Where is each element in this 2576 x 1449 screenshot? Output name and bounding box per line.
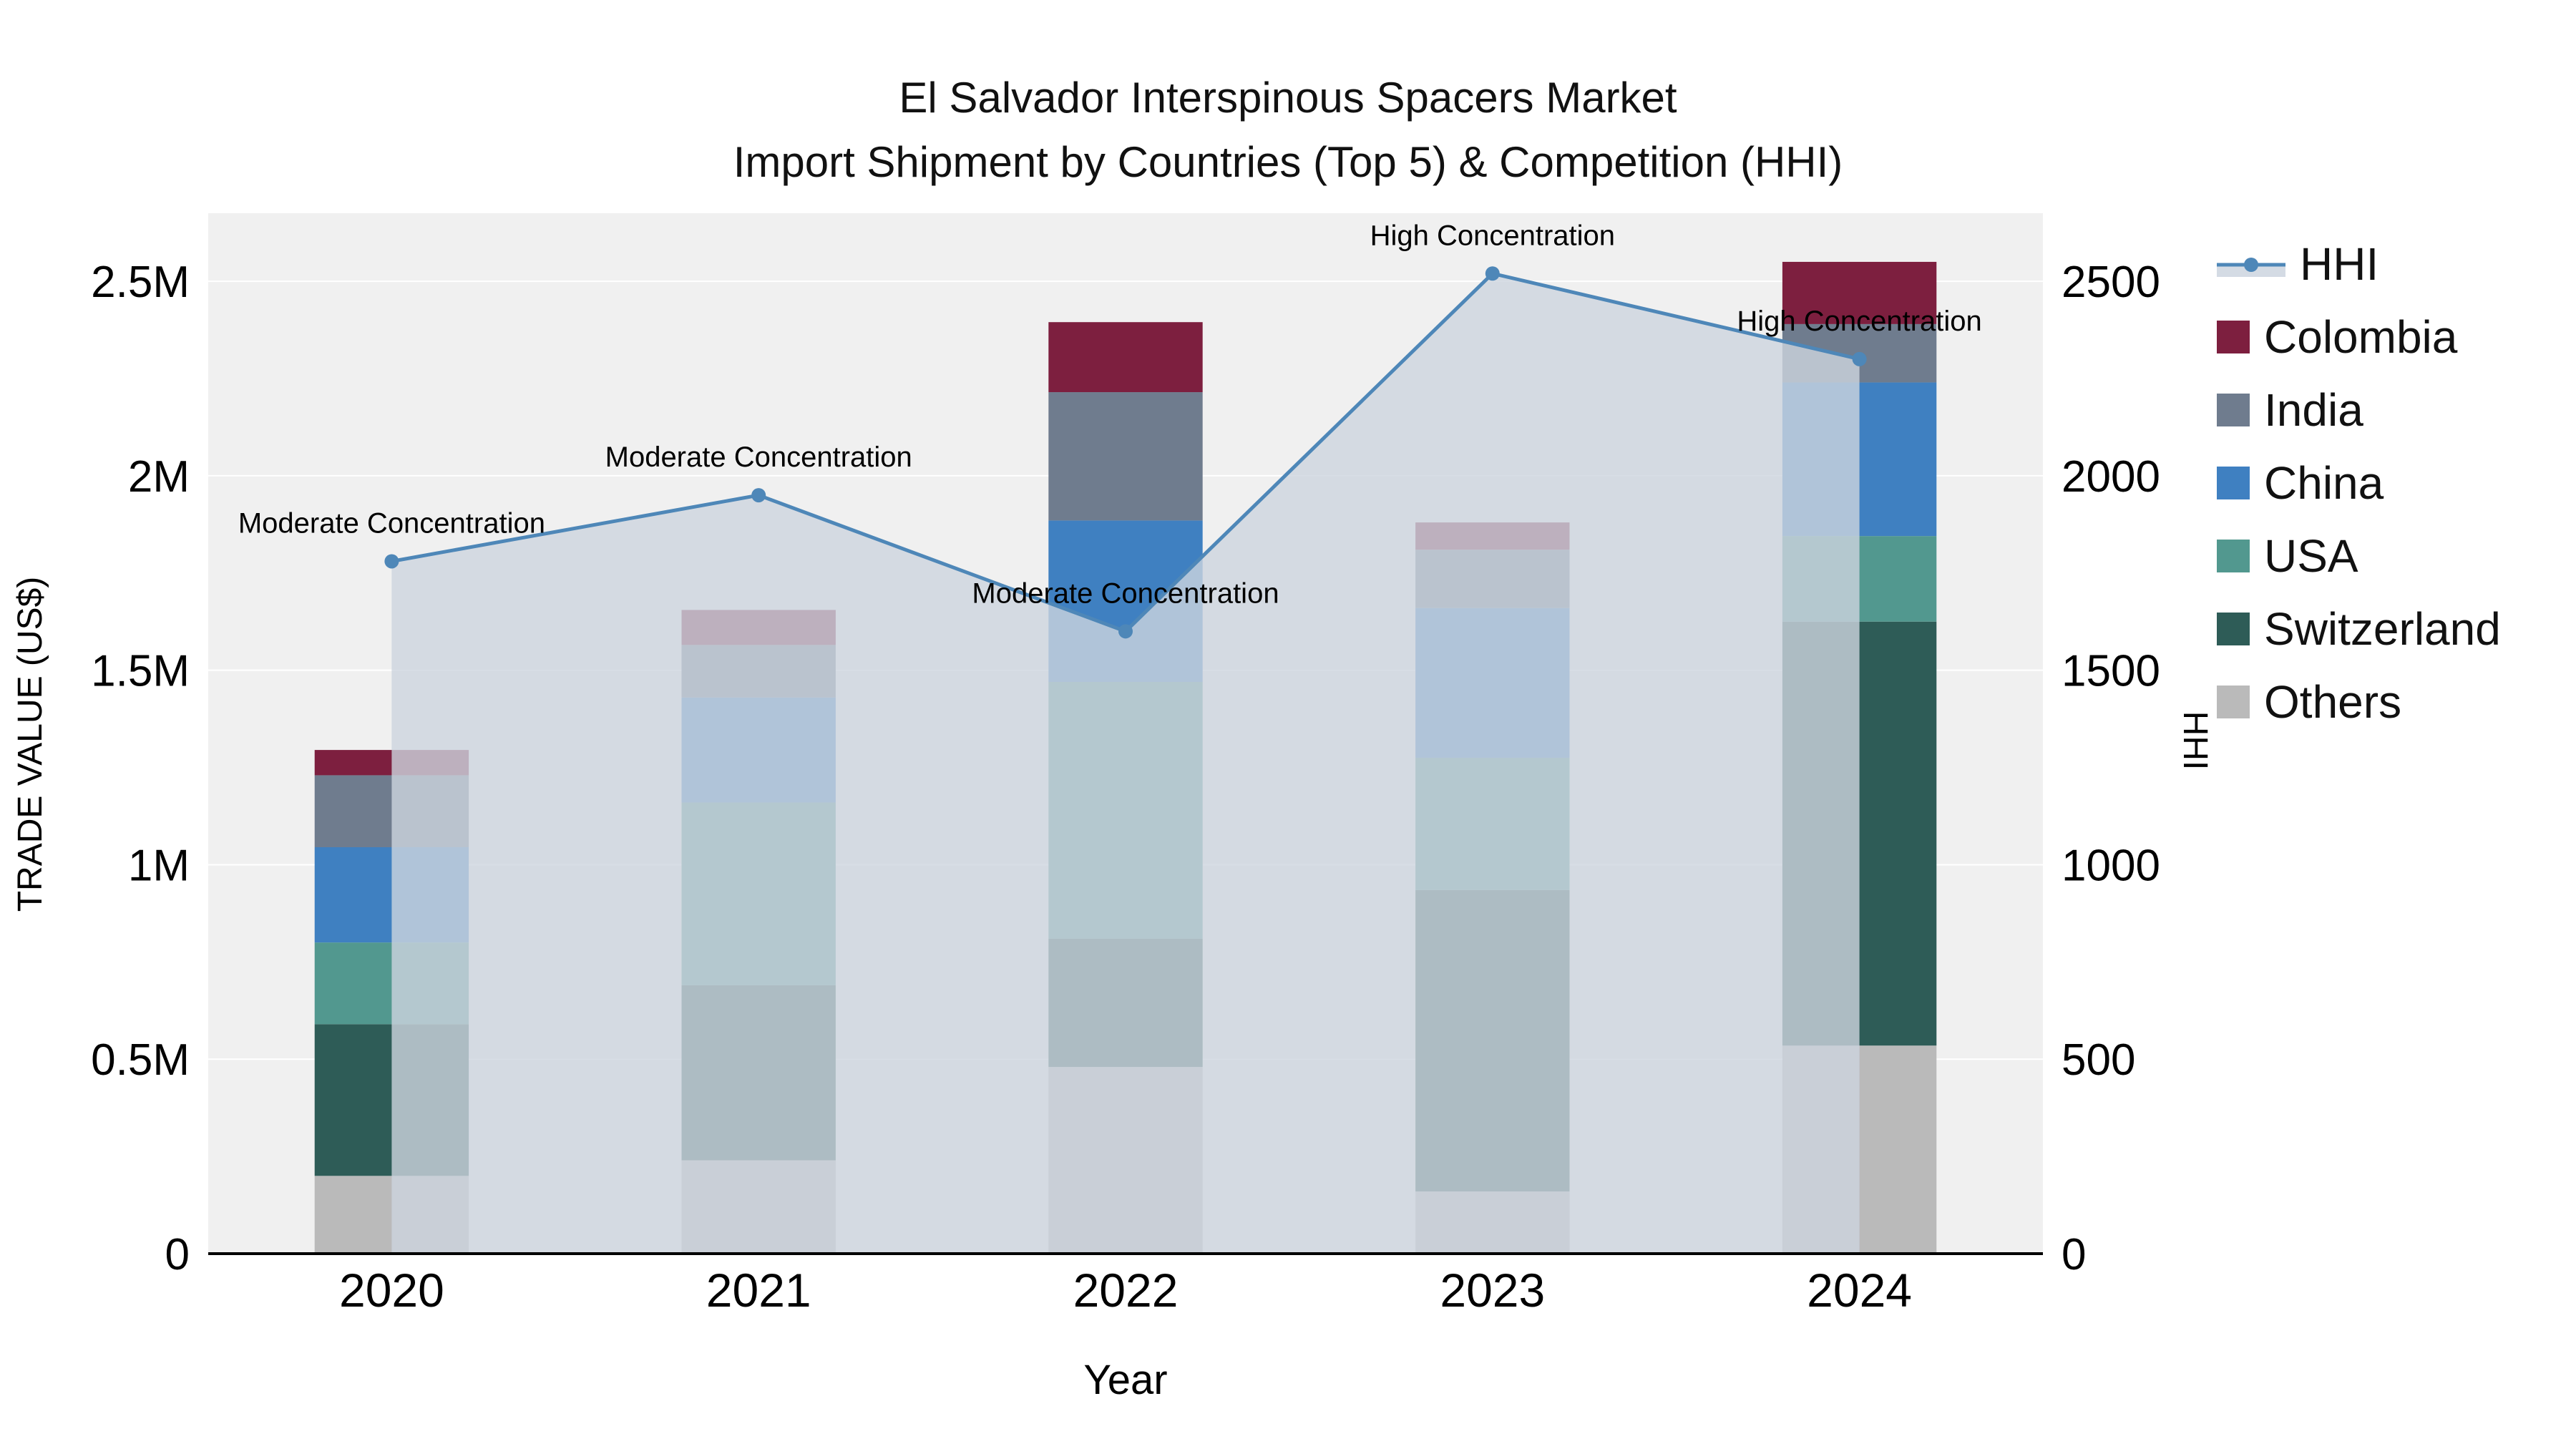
chart-title-block: El Salvador Interspinous Spacers Market …: [0, 66, 2576, 195]
bar-segment-colombia-2024: [1782, 261, 1937, 324]
hhi-area: [391, 273, 1860, 1254]
bar-segment-india-2022: [1048, 392, 1203, 521]
x-tick-label-2024: 2024: [1807, 1264, 1912, 1317]
legend-label: USA: [2264, 530, 2358, 582]
hhi-marker-2020: [384, 554, 399, 569]
legend-label: Others: [2264, 676, 2402, 728]
hhi-line-swatch: [2217, 258, 2285, 277]
x-tick-label-2022: 2022: [1073, 1264, 1179, 1317]
legend-swatch-switzerland: [2217, 613, 2250, 645]
x-tick-label-2023: 2023: [1440, 1264, 1545, 1317]
legend-swatch-colombia: [2217, 321, 2250, 353]
y-tick-label-right: 2000: [2062, 452, 2160, 502]
hhi-annotation-2023: High Concentration: [1370, 220, 1615, 251]
legend-item-hhi[interactable]: HHI: [2217, 238, 2501, 291]
hhi-marker-2022: [1118, 624, 1133, 639]
legend-item-others[interactable]: Others: [2217, 675, 2501, 728]
hhi-annotation-2020: Moderate Concentration: [238, 507, 545, 539]
y-tick-label-left: 1.5M: [91, 647, 190, 696]
legend: HHI Colombia India China USA Switzerland Other…: [2217, 238, 2501, 728]
y-tick-label-left: 2M: [128, 452, 190, 502]
chart-subtitle: Import Shipment by Countries (Top 5) & C…: [733, 138, 1843, 186]
hhi-marker-2024: [1852, 351, 1867, 366]
y-tick-label-left: 2.5M: [91, 258, 190, 307]
legend-label: Switzerland: [2264, 603, 2501, 655]
y-tick-label-left: 0: [165, 1230, 190, 1279]
legend-swatch-usa: [2217, 540, 2250, 572]
legend-item-india[interactable]: India: [2217, 384, 2501, 436]
bar-segment-colombia-2022: [1048, 322, 1203, 393]
legend-label: Colombia: [2264, 311, 2458, 363]
legend-item-switzerland[interactable]: Switzerland: [2217, 602, 2501, 655]
y-axis-title-left: TRADE VALUE (US$): [11, 577, 49, 912]
chart-title: El Salvador Interspinous Spacers Market: [899, 74, 1677, 122]
y-tick-label-right: 500: [2062, 1035, 2135, 1085]
y-tick-label-right: 2500: [2062, 258, 2160, 307]
x-axis-title: Year: [1083, 1357, 1167, 1403]
y-axis-title-right: HHI: [2176, 711, 2214, 771]
legend-swatch-china: [2217, 467, 2250, 499]
hhi-annotation-2022: Moderate Concentration: [972, 577, 1279, 609]
hhi-marker-2023: [1485, 266, 1500, 281]
legend-label: China: [2264, 457, 2384, 509]
y-tick-label-left: 0.5M: [91, 1035, 190, 1085]
legend-item-usa[interactable]: USA: [2217, 530, 2501, 582]
legend-item-china[interactable]: China: [2217, 457, 2501, 509]
x-tick-label-2021: 2021: [706, 1264, 811, 1317]
hhi-marker-2021: [751, 488, 766, 503]
hhi-annotation-2024: High Concentration: [1737, 306, 1981, 337]
legend-label: India: [2264, 384, 2363, 436]
legend-swatch-india: [2217, 394, 2250, 426]
legend-swatch-others: [2217, 686, 2250, 718]
legend-label: HHI: [2300, 238, 2379, 290]
y-tick-label-right: 1500: [2062, 647, 2160, 696]
x-tick-label-2020: 2020: [339, 1264, 444, 1317]
y-tick-label-left: 1M: [128, 841, 190, 890]
hhi-annotation-2021: Moderate Concentration: [605, 441, 912, 473]
y-tick-label-right: 0: [2062, 1230, 2086, 1279]
y-tick-label-right: 1000: [2062, 841, 2160, 890]
legend-item-colombia[interactable]: Colombia: [2217, 311, 2501, 364]
